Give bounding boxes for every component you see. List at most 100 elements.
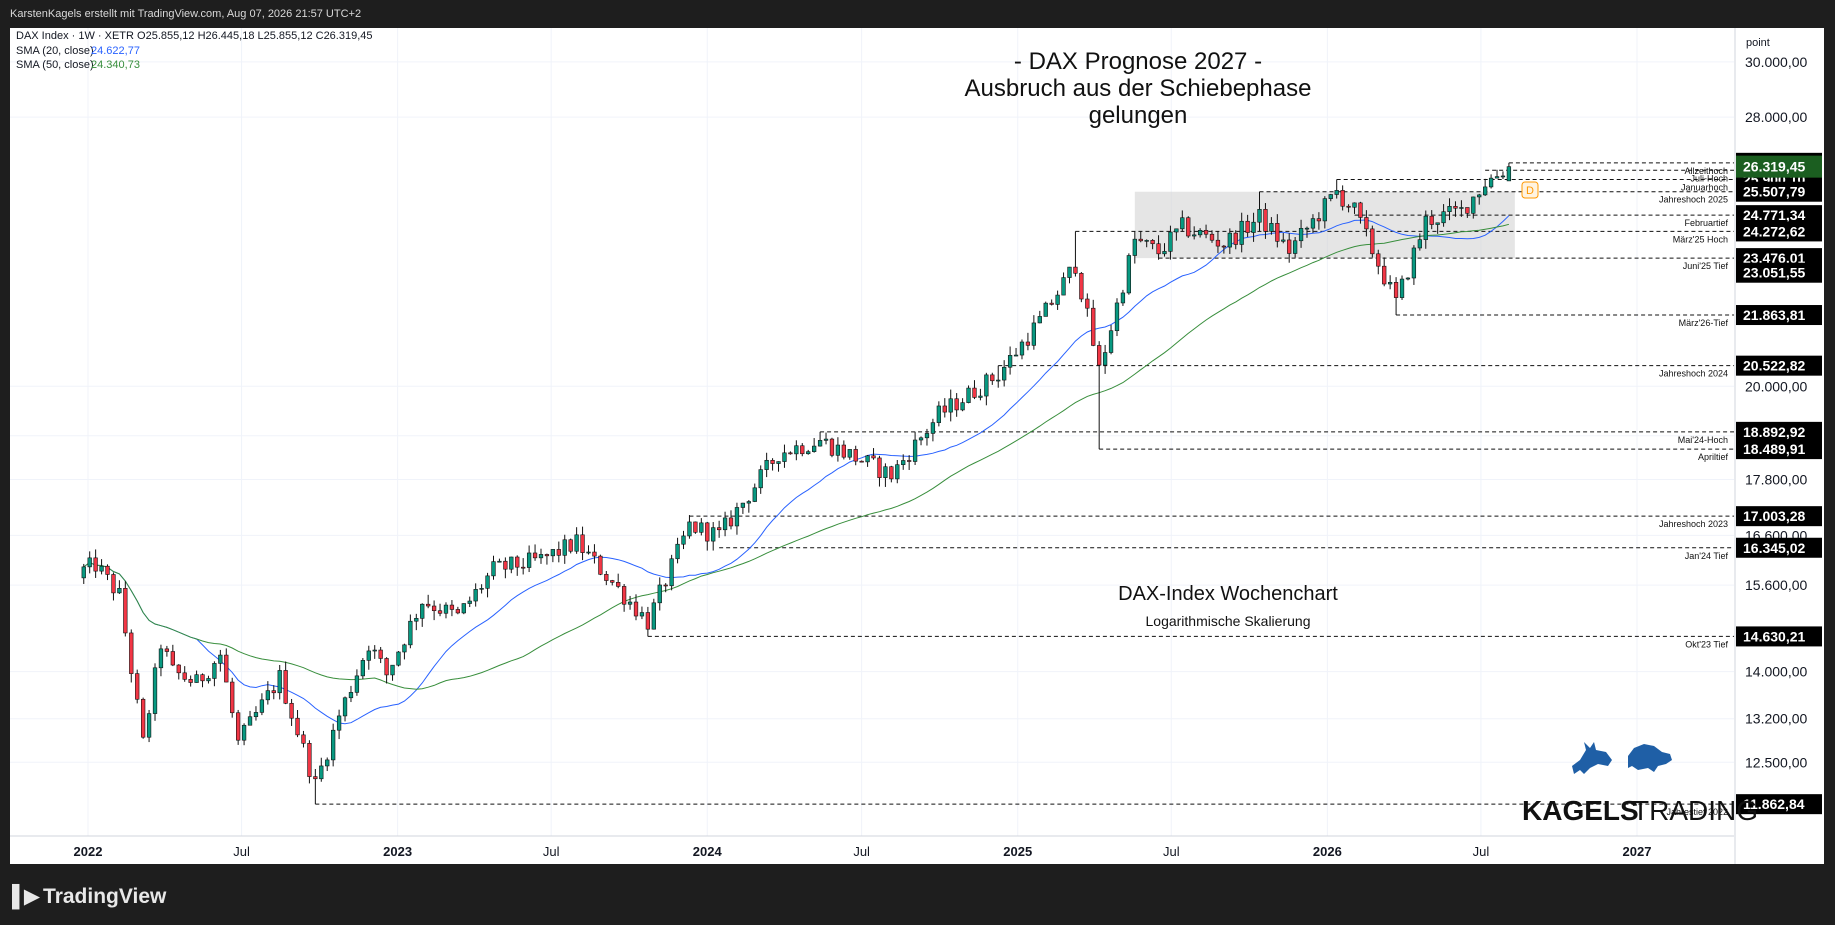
candle[interactable] — [705, 521, 710, 551]
candle[interactable] — [479, 584, 484, 594]
candle[interactable] — [1156, 235, 1161, 260]
candle[interactable] — [722, 511, 728, 537]
candle[interactable] — [1459, 200, 1464, 217]
candle[interactable] — [1162, 243, 1167, 257]
candle[interactable] — [87, 551, 92, 574]
candle[interactable] — [1079, 271, 1084, 303]
candle[interactable] — [1013, 347, 1019, 357]
candle[interactable] — [230, 677, 235, 718]
candle[interactable] — [348, 685, 354, 703]
candle[interactable] — [627, 595, 633, 610]
candle[interactable] — [859, 460, 864, 463]
candle[interactable] — [259, 693, 265, 716]
candle[interactable] — [212, 661, 217, 687]
candle[interactable] — [1102, 344, 1108, 374]
candle[interactable] — [1382, 257, 1387, 287]
candle[interactable] — [1494, 169, 1500, 179]
candle[interactable] — [182, 666, 187, 682]
candle[interactable] — [420, 603, 425, 627]
candle[interactable] — [1405, 277, 1411, 281]
candle[interactable] — [105, 564, 110, 581]
candle[interactable] — [140, 697, 146, 739]
candle[interactable] — [123, 581, 128, 637]
candle[interactable] — [283, 661, 288, 705]
candle[interactable] — [1388, 275, 1393, 290]
candle[interactable] — [1447, 198, 1452, 221]
candle[interactable] — [1037, 310, 1042, 324]
candle[interactable] — [657, 577, 662, 611]
candle[interactable] — [526, 545, 532, 573]
candle[interactable] — [699, 518, 704, 536]
candle[interactable] — [1269, 217, 1274, 235]
candle[interactable] — [853, 445, 858, 466]
candle[interactable] — [1346, 204, 1351, 213]
candle[interactable] — [188, 675, 193, 687]
tradingview-logo[interactable]: ▌▶ TradingView — [12, 884, 166, 909]
candle[interactable] — [1019, 339, 1025, 360]
candle[interactable] — [331, 723, 336, 767]
candle[interactable] — [378, 646, 383, 664]
candle[interactable] — [342, 696, 348, 722]
candle[interactable] — [1049, 299, 1054, 306]
candle[interactable] — [556, 541, 561, 563]
candle[interactable] — [1263, 203, 1268, 239]
candle[interactable] — [431, 600, 437, 621]
candle[interactable] — [1257, 191, 1262, 232]
candle[interactable] — [823, 432, 829, 445]
candle[interactable] — [461, 603, 466, 615]
candle[interactable] — [1304, 226, 1310, 238]
candle[interactable] — [449, 600, 455, 617]
candle[interactable] — [633, 594, 639, 621]
candle[interactable] — [1328, 193, 1333, 202]
candle[interactable] — [1168, 225, 1173, 260]
candle[interactable] — [990, 372, 995, 385]
candle[interactable] — [639, 606, 645, 620]
candle[interactable] — [224, 648, 229, 683]
candle[interactable] — [319, 757, 324, 782]
candle[interactable] — [1215, 231, 1221, 254]
candle[interactable] — [1465, 207, 1470, 218]
candle[interactable] — [592, 544, 597, 564]
candle[interactable] — [1073, 231, 1078, 277]
candle[interactable] — [509, 556, 514, 574]
candle[interactable] — [616, 573, 621, 589]
candle[interactable] — [295, 709, 300, 738]
candle[interactable] — [473, 583, 478, 607]
candle[interactable] — [758, 465, 763, 494]
candle[interactable] — [1120, 289, 1126, 306]
candle[interactable] — [1453, 201, 1458, 217]
candle[interactable] — [1007, 346, 1013, 375]
candle[interactable] — [194, 670, 199, 683]
candle[interactable] — [568, 538, 573, 554]
candle[interactable] — [1144, 239, 1149, 248]
candle[interactable] — [1174, 228, 1179, 241]
candle[interactable] — [936, 401, 941, 427]
candle[interactable] — [1067, 266, 1072, 284]
candle[interactable] — [396, 651, 401, 667]
candle[interactable] — [289, 698, 294, 726]
candle[interactable] — [954, 393, 959, 417]
candle[interactable] — [99, 559, 104, 575]
candle[interactable] — [437, 603, 443, 617]
candle[interactable] — [271, 685, 276, 700]
candle[interactable] — [1316, 212, 1322, 230]
candle[interactable] — [366, 645, 371, 670]
candle[interactable] — [1483, 178, 1488, 196]
candle[interactable] — [835, 437, 841, 462]
candle[interactable] — [111, 572, 116, 601]
chart-area[interactable]: Allzeithoch Juli-Hoch Januarhoch Jahreshoch… — [10, 28, 1824, 864]
candle[interactable] — [580, 526, 585, 561]
candle[interactable] — [158, 644, 164, 677]
candle[interactable] — [1477, 193, 1482, 205]
candle[interactable] — [170, 644, 175, 667]
candle[interactable] — [1376, 249, 1381, 275]
candle[interactable] — [960, 398, 965, 412]
candle[interactable] — [841, 440, 846, 460]
candle[interactable] — [966, 385, 971, 404]
candle[interactable] — [681, 530, 686, 550]
candle[interactable] — [1471, 196, 1476, 219]
candle[interactable] — [1203, 224, 1209, 239]
candle[interactable] — [408, 614, 413, 649]
candle[interactable] — [728, 510, 734, 530]
candle[interactable] — [978, 388, 983, 401]
